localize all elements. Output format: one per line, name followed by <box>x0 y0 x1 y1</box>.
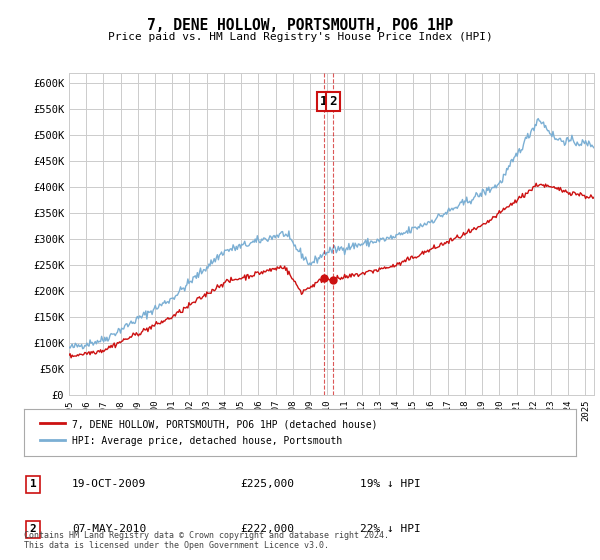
Text: 2: 2 <box>329 95 337 108</box>
Text: £225,000: £225,000 <box>240 479 294 489</box>
Text: Price paid vs. HM Land Registry's House Price Index (HPI): Price paid vs. HM Land Registry's House … <box>107 32 493 43</box>
Text: 7, DENE HOLLOW, PORTSMOUTH, PO6 1HP: 7, DENE HOLLOW, PORTSMOUTH, PO6 1HP <box>147 18 453 33</box>
Text: 2: 2 <box>29 524 37 534</box>
Legend: 7, DENE HOLLOW, PORTSMOUTH, PO6 1HP (detached house), HPI: Average price, detach: 7, DENE HOLLOW, PORTSMOUTH, PO6 1HP (det… <box>34 413 383 452</box>
Text: £222,000: £222,000 <box>240 524 294 534</box>
Text: 19-OCT-2009: 19-OCT-2009 <box>72 479 146 489</box>
Text: 1: 1 <box>320 95 328 108</box>
Text: 19% ↓ HPI: 19% ↓ HPI <box>360 479 421 489</box>
Text: 1: 1 <box>29 479 37 489</box>
Text: 07-MAY-2010: 07-MAY-2010 <box>72 524 146 534</box>
Text: Contains HM Land Registry data © Crown copyright and database right 2024.
This d: Contains HM Land Registry data © Crown c… <box>24 530 389 550</box>
Text: 22% ↓ HPI: 22% ↓ HPI <box>360 524 421 534</box>
